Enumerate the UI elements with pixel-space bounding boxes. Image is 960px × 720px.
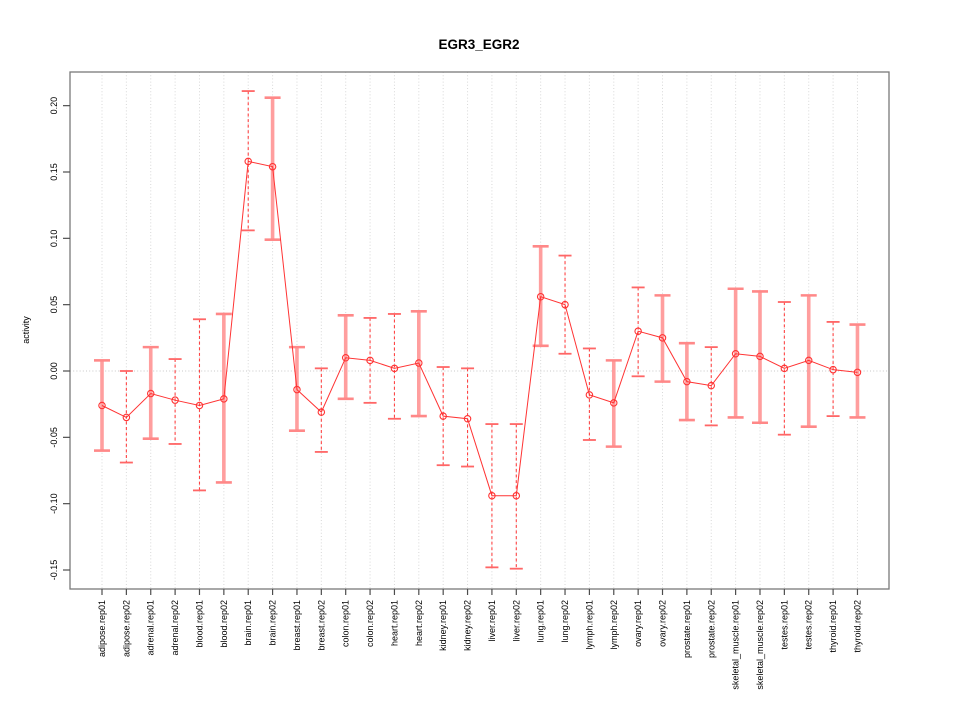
x-tick-label: colon.rep02 [365, 600, 375, 647]
data-point [829, 365, 837, 374]
data-point [366, 356, 374, 365]
x-tick-label: blood.rep01 [194, 600, 204, 648]
data-point [268, 162, 277, 171]
x-tick-label: breast.rep02 [316, 600, 326, 651]
x-tick-label: heart.rep01 [389, 600, 399, 646]
data-point [439, 412, 447, 420]
data-point [195, 401, 204, 410]
data-point [610, 399, 618, 407]
data-point [512, 491, 521, 500]
y-tick-label: 0.00 [49, 362, 59, 380]
x-tick-label: brain.rep01 [243, 600, 253, 646]
x-tick-label: adipose.rep02 [121, 600, 131, 657]
chart-title: EGR3_EGR2 [438, 37, 519, 52]
x-tick-label: liver.rep02 [511, 600, 521, 642]
data-point [244, 157, 252, 166]
x-tick-label: testes.rep01 [779, 600, 789, 650]
data-point [658, 334, 667, 342]
data-point [634, 327, 642, 335]
x-tick-label: brain.rep02 [268, 600, 278, 646]
data-point [146, 389, 155, 398]
x-tick-label: kidney.rep01 [438, 600, 448, 651]
data-point [415, 359, 423, 367]
x-tick-label: colon.rep01 [341, 600, 351, 647]
x-tick-label: heart.rep02 [414, 600, 424, 646]
x-tick-label: lymph.rep02 [609, 600, 619, 650]
y-tick-label: 0.05 [49, 296, 59, 314]
data-point [585, 391, 594, 399]
x-tick-label: ovary.rep02 [658, 600, 668, 647]
data-point [853, 368, 862, 377]
data-point [293, 385, 301, 394]
y-tick-label: 0.20 [49, 97, 59, 115]
x-tick-label: liver.rep01 [487, 600, 497, 642]
x-tick-label: thyroid.rep01 [828, 600, 838, 653]
data-point [341, 353, 350, 362]
x-tick-label: testes.rep02 [804, 600, 814, 650]
x-tick-label: kidney.rep02 [463, 600, 473, 651]
x-tick-label: skeletal_muscle.rep01 [731, 600, 741, 690]
x-tick-label: prostate.rep02 [706, 600, 716, 658]
y-tick-label: -0.10 [49, 493, 59, 514]
data-point [804, 356, 813, 365]
y-tick-label: 0.10 [49, 230, 59, 248]
y-axis-label: activity [21, 316, 31, 344]
x-tick-label: lung.rep01 [536, 600, 546, 643]
data-point [780, 364, 789, 373]
data-point [561, 300, 569, 309]
data-point [463, 415, 472, 423]
data-point [488, 491, 496, 500]
x-tick-label: ovary.rep01 [633, 600, 643, 647]
x-tick-label: adipose.rep01 [97, 600, 107, 657]
y-tick-label: 0.15 [49, 163, 59, 181]
data-point [171, 396, 179, 404]
data-point [756, 352, 764, 361]
data-point [98, 401, 106, 410]
x-tick-label: adrenal.rep01 [146, 600, 156, 656]
data-point [707, 381, 715, 390]
y-tick-label: -0.05 [49, 427, 59, 448]
data-point [220, 395, 228, 403]
x-tick-label: adrenal.rep02 [170, 600, 180, 656]
y-tick-label: -0.15 [49, 560, 59, 581]
x-tick-label: blood.rep02 [219, 600, 229, 648]
data-point [731, 350, 740, 358]
series-line [101, 160, 858, 497]
x-tick-label: thyroid.rep02 [852, 600, 862, 653]
x-tick-label: breast.rep01 [292, 600, 302, 651]
data-point [390, 364, 399, 373]
x-tick-label: skeletal_muscle.rep02 [755, 600, 765, 690]
x-tick-label: prostate.rep01 [682, 600, 692, 658]
x-tick-label: lung.rep02 [560, 600, 570, 643]
plot-area: 0.20 0.15 0.10 0.05 0.00 -0.05 -0.10 -0.15 adipo… [49, 71, 890, 690]
data-point [536, 292, 545, 301]
data-point [683, 377, 691, 386]
plot-frame [69, 71, 890, 590]
x-tick-label: lymph.rep01 [584, 600, 594, 650]
data-point [317, 408, 326, 416]
data-point [122, 413, 131, 422]
